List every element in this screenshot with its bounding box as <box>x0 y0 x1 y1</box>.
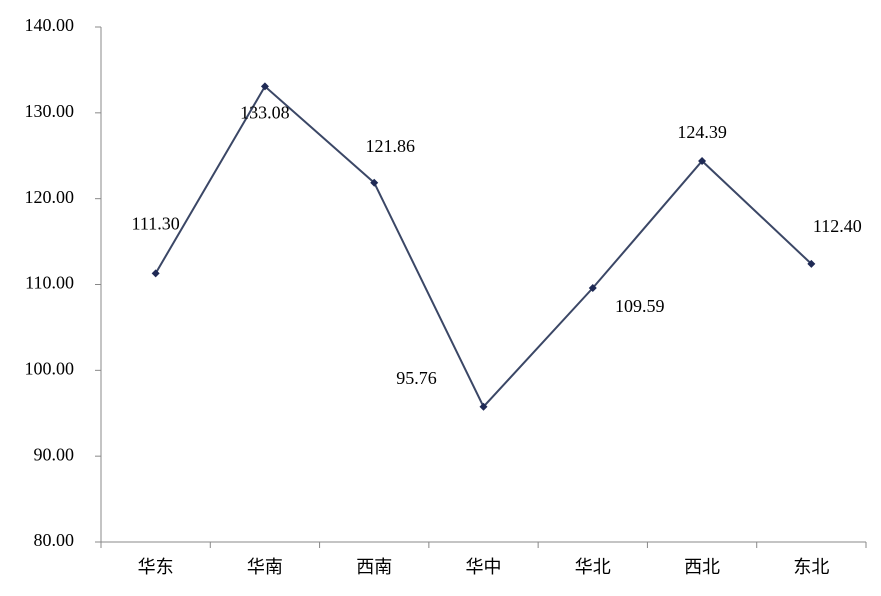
data-label: 95.76 <box>396 368 437 388</box>
data-label: 111.30 <box>132 213 180 233</box>
data-label: 109.59 <box>615 296 665 316</box>
x-tick-label: 西南 <box>356 557 392 577</box>
y-tick-label: 80.00 <box>34 530 75 550</box>
data-label: 112.40 <box>813 216 862 236</box>
y-tick-label: 110.00 <box>25 273 74 293</box>
x-tick-label: 华南 <box>247 557 283 577</box>
x-tick-label: 西北 <box>684 557 720 577</box>
y-tick-label: 120.00 <box>25 187 75 207</box>
x-tick-label: 东北 <box>793 557 829 577</box>
y-tick-label: 90.00 <box>34 444 75 464</box>
data-label: 121.86 <box>365 136 415 156</box>
data-label: 133.08 <box>240 103 290 123</box>
marker <box>698 156 707 165</box>
data-label: 124.39 <box>677 122 727 142</box>
marker <box>260 82 269 91</box>
x-tick-label: 华中 <box>466 557 502 577</box>
marker <box>479 402 488 411</box>
y-tick-label: 140.00 <box>25 15 75 35</box>
marker <box>588 284 597 293</box>
marker <box>151 269 160 278</box>
y-tick-label: 100.00 <box>25 358 75 378</box>
x-tick-label: 华北 <box>575 557 611 577</box>
marker <box>370 178 379 187</box>
y-tick-label: 130.00 <box>25 101 75 121</box>
marker <box>807 259 816 268</box>
x-tick-label: 华东 <box>138 557 174 577</box>
